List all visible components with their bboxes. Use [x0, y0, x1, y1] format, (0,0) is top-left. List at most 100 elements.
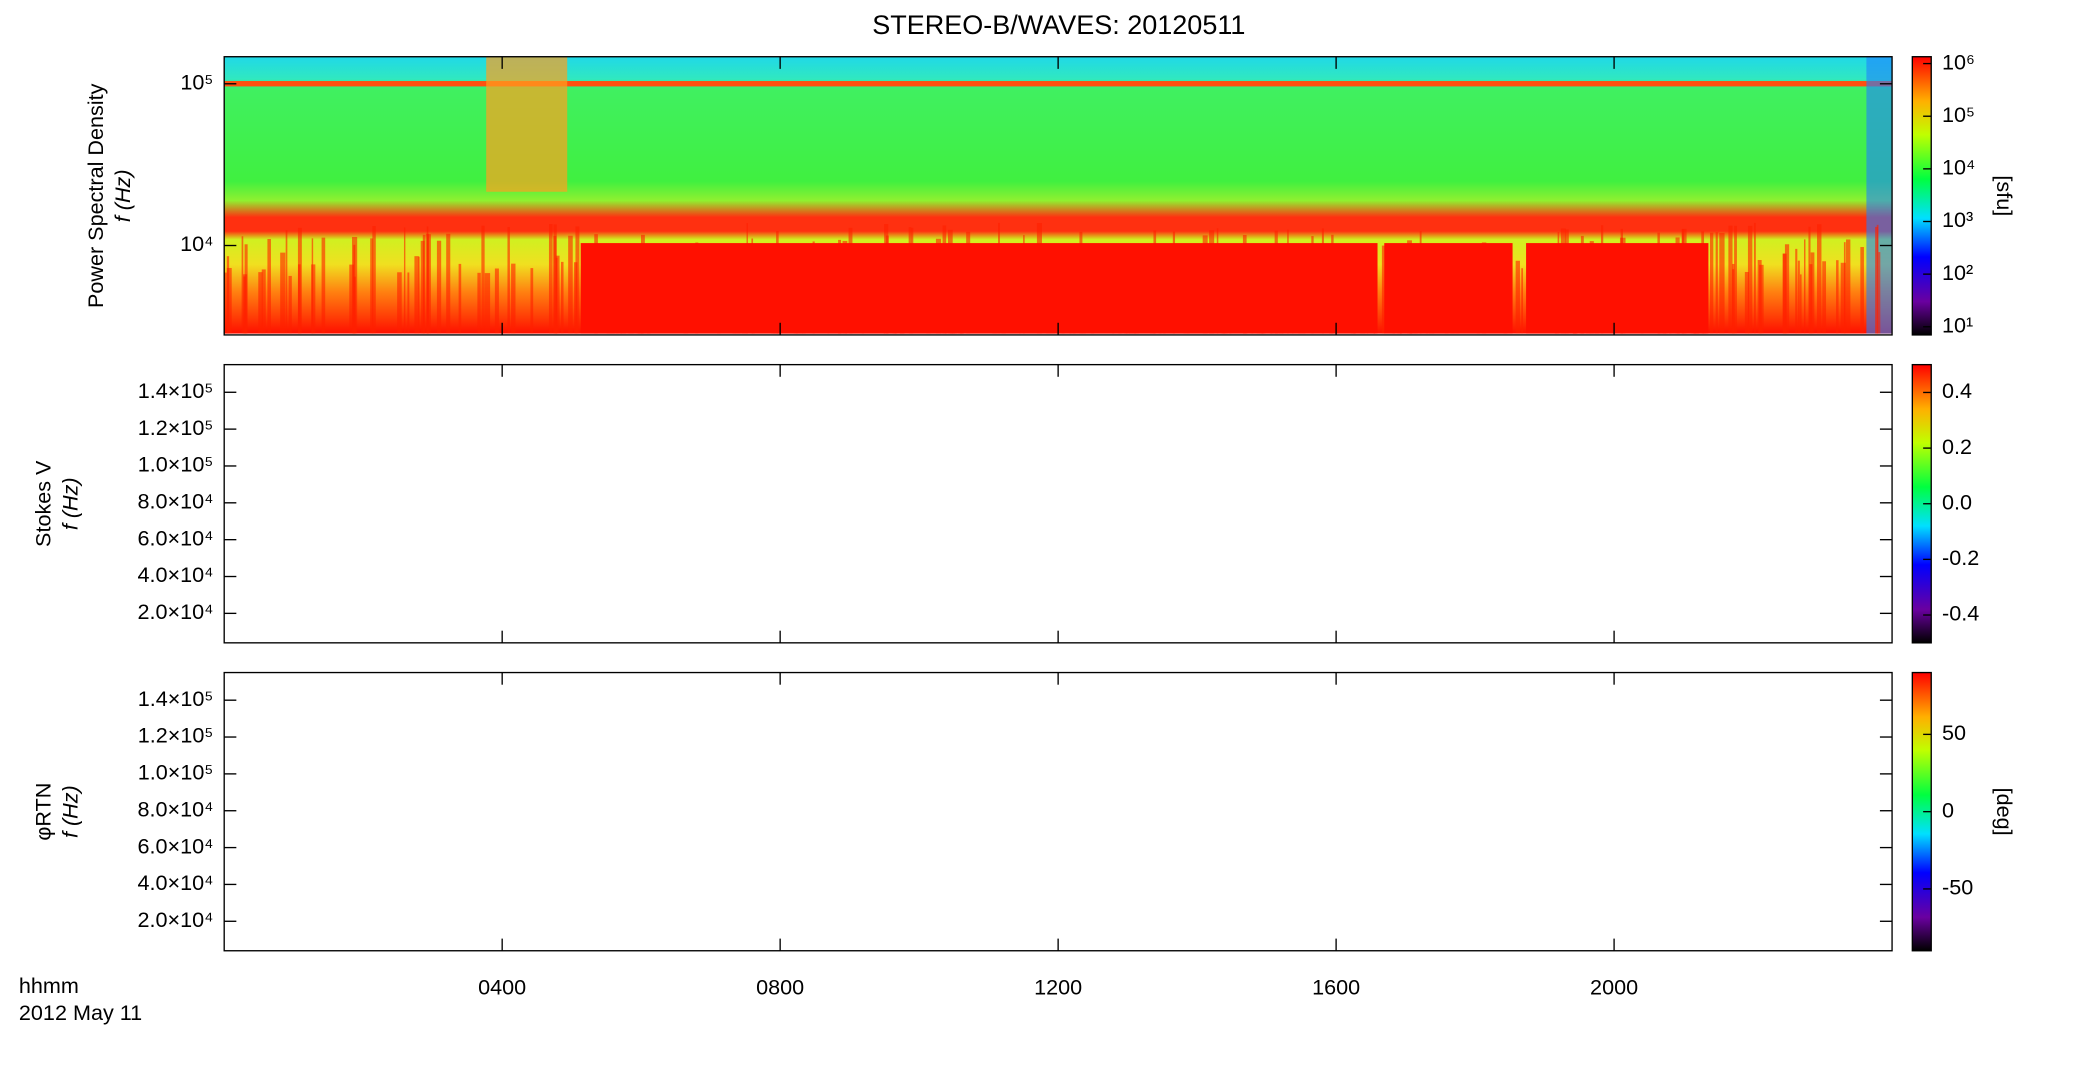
colorbar-tick-label: 10²: [1942, 260, 1973, 285]
spectrogram-streak: [1732, 269, 1735, 334]
spectrogram-streak: [280, 252, 286, 334]
spectrogram-streak: [555, 255, 560, 334]
spectrogram-streak: [560, 261, 564, 334]
y-tick-label: 8.0×10⁴: [137, 489, 213, 514]
spectrogram-streak: [1709, 232, 1714, 334]
x-tick-label: 2000: [1590, 974, 1638, 999]
spectrogram-streak: [1734, 225, 1737, 334]
y-tick-label: 6.0×10⁴: [137, 833, 213, 858]
colorbar-tick-label: 10⁴: [1942, 155, 1975, 180]
spectrogram-streak: [426, 233, 430, 334]
spectrogram: [224, 56, 1893, 334]
spectrogram-streak: [1759, 264, 1764, 334]
colorbar-tick-label: 0.4: [1942, 378, 1972, 403]
spectrogram-streak: [1784, 244, 1790, 334]
spectrogram-streak: [511, 263, 516, 334]
y-axis-label: f (Hz): [57, 785, 82, 838]
y-axis-label: φRTN: [30, 783, 55, 841]
spectrogram-streak: [1715, 232, 1718, 334]
colorbar-tick-label: 0.2: [1942, 434, 1972, 459]
colorbar-tick-label: -50: [1942, 875, 1973, 900]
spectrogram-streak: [548, 224, 553, 334]
spectrogram-streak: [458, 263, 462, 334]
y-tick-label: 1.0×10⁵: [138, 760, 214, 785]
spectrogram-streak: [1808, 226, 1811, 334]
y-axis-label: Stokes V: [30, 460, 55, 547]
spectrogram-streak: [407, 272, 410, 334]
spectrogram-streak: [446, 233, 451, 334]
spectrogram-streak: [372, 225, 376, 334]
y-tick-label: 1.2×10⁵: [138, 723, 214, 748]
y-tick-label: 2.0×10⁴: [137, 599, 213, 624]
colorbar-tick-label: -0.4: [1942, 601, 1979, 626]
spectrogram-streak: [261, 269, 266, 334]
spectrogram-streak: [420, 240, 425, 334]
spectrogram-streak: [226, 267, 232, 334]
spectrogram-streak: [321, 237, 326, 334]
spectrogram-streak: [1846, 239, 1851, 334]
plot-frame: [223, 671, 1893, 952]
spectrogram-streak: [414, 256, 419, 334]
spectrogram-streak: [507, 227, 510, 334]
spectrogram-streak: [553, 235, 557, 334]
colorbar-tick-label: 0: [1942, 797, 1954, 822]
spectrogram-streak: [311, 264, 316, 334]
spectrogram-streak: [1822, 261, 1827, 334]
x-axis-label: hhmm: [19, 973, 79, 998]
x-tick-label: 1600: [1312, 974, 1360, 999]
spectrogram-streak: [1876, 224, 1879, 334]
spectrogram-streak: [397, 272, 402, 334]
x-tick-label: 0400: [478, 974, 526, 999]
spectrogram-streak: [1804, 239, 1806, 334]
spectrogram-streak: [1719, 232, 1725, 334]
y-axis-label: f (Hz): [57, 477, 82, 530]
spectrogram-streak: [1878, 252, 1881, 334]
spectrogram-streak: [1782, 253, 1787, 334]
spectrogram-streak: [575, 226, 580, 334]
y-tick-label: 1.4×10⁵: [138, 686, 214, 711]
chart-title: STEREO-B/WAVES: 20120511: [872, 10, 1245, 40]
y-tick-label: 4.0×10⁴: [137, 870, 213, 895]
spectrogram-streak: [288, 275, 292, 334]
spectrogram-block: [580, 243, 1378, 334]
spectrogram-streak: [1728, 225, 1733, 334]
colorbar-tick-label: 10⁵: [1942, 102, 1975, 127]
spectrogram-streak: [403, 227, 406, 334]
spectrogram-streak: [1860, 247, 1864, 334]
spectrogram-streak: [1744, 271, 1749, 334]
spectrogram-streak: [297, 264, 301, 334]
y-tick-label: 1.4×10⁵: [138, 378, 214, 403]
x-tick-label: 0800: [756, 974, 804, 999]
date-label: 2012 May 11: [19, 1000, 142, 1025]
spectrogram-streak: [494, 268, 499, 334]
spectrogram-streak: [1753, 222, 1756, 334]
y-tick-label: 1.2×10⁵: [138, 415, 214, 440]
spectrogram-streak: [352, 236, 358, 334]
spectrogram-streak: [1810, 252, 1815, 334]
colorbar: [1911, 56, 1932, 336]
y-tick-label: 10⁵: [180, 69, 213, 94]
spectrogram-streak: [568, 235, 573, 334]
spectrogram-streak: [349, 264, 354, 334]
spectrogram-streak: [1747, 225, 1753, 334]
colorbar-tick-label: 0.0: [1942, 489, 1972, 514]
spectrogram-streak: [241, 236, 244, 334]
y-tick-label: 2.0×10⁴: [137, 907, 213, 932]
colorbar-tick-label: 10¹: [1942, 312, 1973, 337]
spectrogram-streak: [484, 273, 491, 334]
spectrogram-streak: [244, 244, 248, 334]
colorbar-tick-label: 10⁶: [1942, 49, 1975, 74]
spectrogram-streak: [422, 234, 426, 334]
colorbar-label: [sfu]: [1992, 175, 2017, 216]
plot-frame: [223, 363, 1893, 644]
y-tick-label: 10⁴: [180, 231, 213, 256]
y-tick-label: 1.0×10⁵: [138, 452, 214, 477]
spectrogram-streak: [1800, 274, 1802, 334]
spectrogram-streak: [1817, 224, 1822, 334]
spectrogram-streak: [481, 225, 485, 334]
spectrogram-band: [224, 81, 1893, 87]
spectrogram-burst: [486, 56, 568, 192]
spectrogram-streak: [1521, 268, 1523, 334]
spectrogram-streak: [1515, 260, 1520, 334]
spectrogram-streak: [370, 238, 374, 334]
